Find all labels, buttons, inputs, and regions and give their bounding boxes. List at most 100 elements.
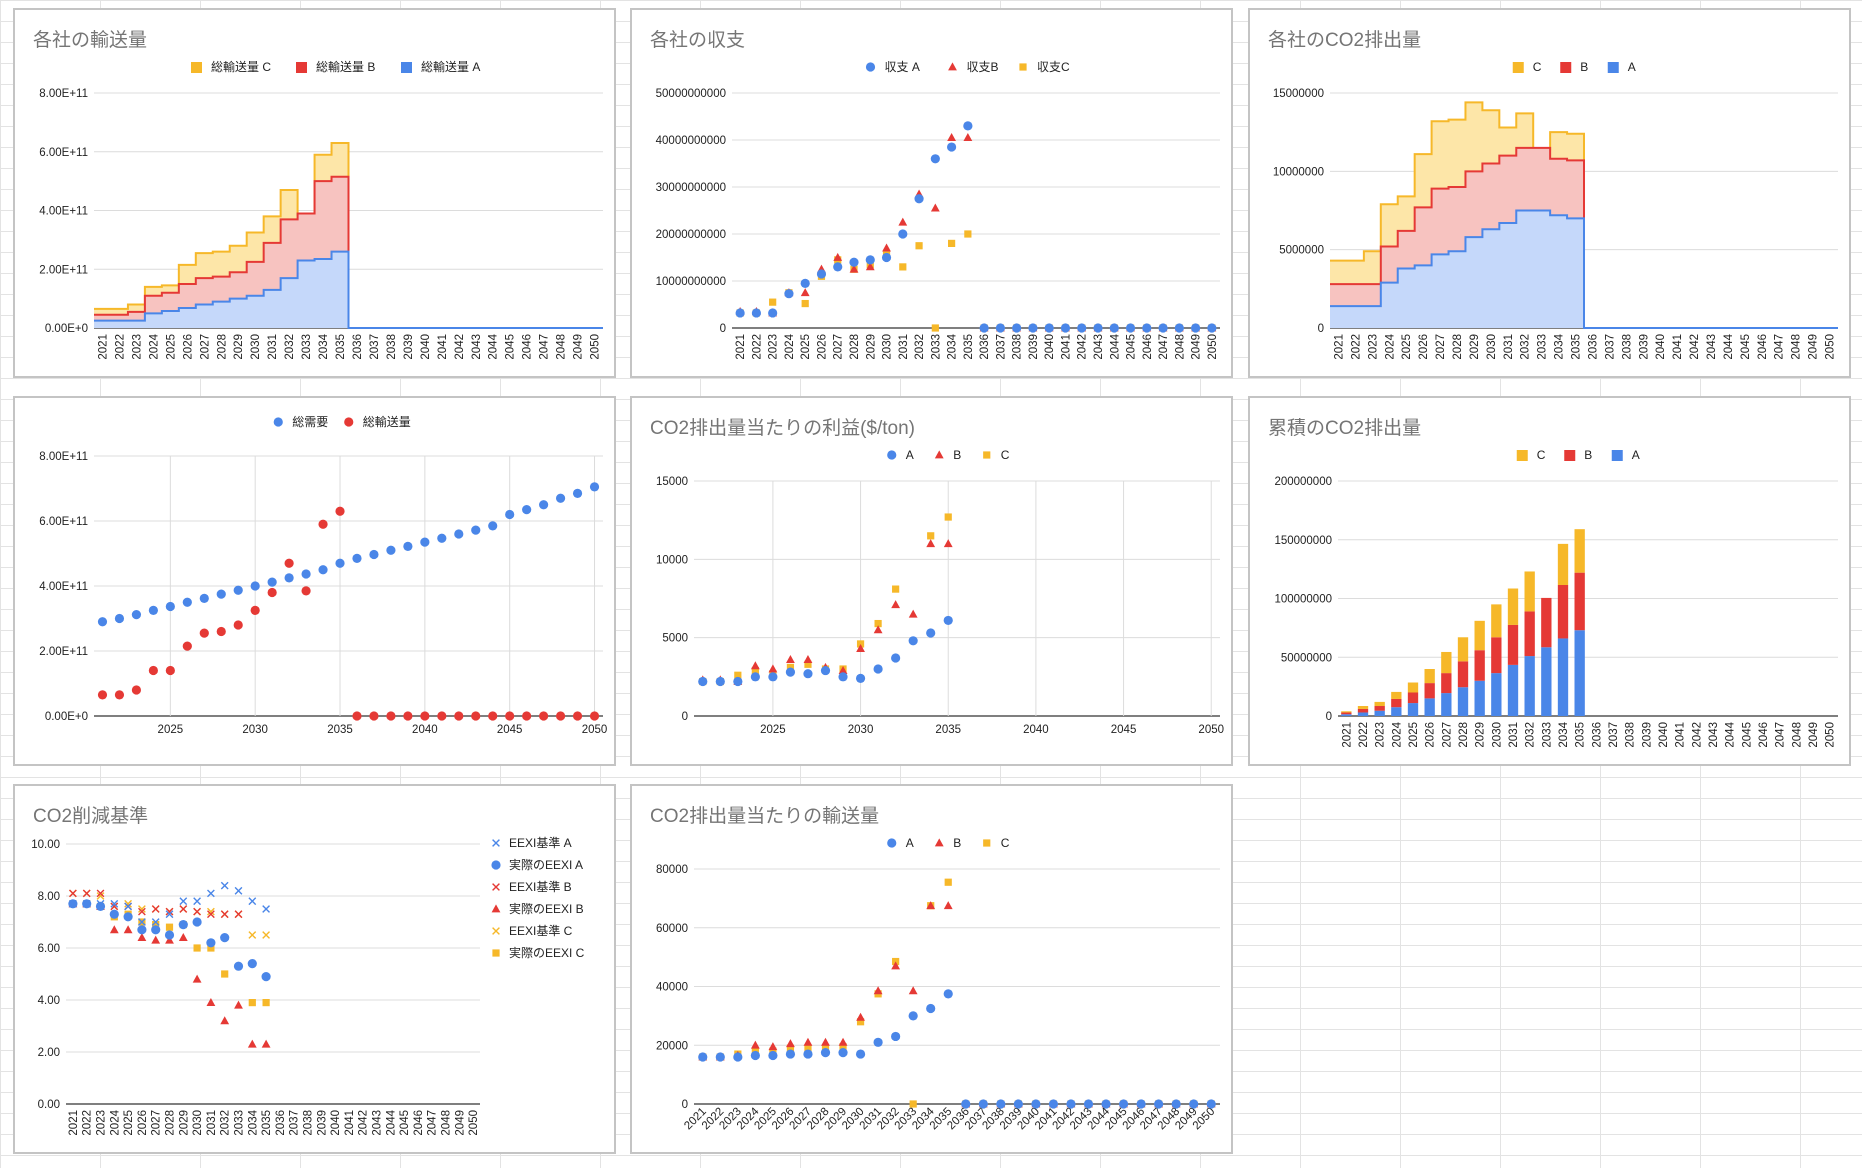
y-tick-label: 4.00E+11	[39, 206, 88, 218]
x-tick-label: 2045	[399, 1110, 411, 1136]
point-A	[1066, 1099, 1076, 1109]
point-A	[751, 308, 761, 318]
chart-co2emission: 各社のCO2排出量 0 5000000 10000000 15000000 2021 202…	[1268, 29, 1838, 360]
point-A	[403, 541, 413, 551]
x-tick-label: 2036	[275, 1110, 287, 1136]
point-B	[750, 661, 760, 670]
legend-marker	[492, 927, 500, 935]
point-B	[926, 539, 936, 548]
point-B	[352, 711, 362, 721]
bar-A	[1341, 714, 1352, 716]
x-tick-label: 2050	[1825, 334, 1837, 360]
point-B	[873, 986, 883, 995]
x-tick-label: 2036	[979, 334, 991, 360]
x-tick-label: 2046	[1757, 334, 1769, 360]
legend-marker	[948, 62, 957, 71]
x-tick-label: 2026	[182, 334, 194, 360]
point-B	[750, 1040, 760, 1049]
y-tick-label: 0.00E+0	[45, 323, 88, 335]
x-tick-label: 2028	[849, 334, 861, 360]
point-B	[216, 626, 226, 637]
y-tick-label: 10.00	[31, 839, 60, 851]
point-A	[785, 1049, 796, 1059]
point-A	[165, 601, 175, 612]
bar-B	[1341, 712, 1352, 715]
x-tick-label: 2040	[420, 334, 432, 360]
point-C	[751, 666, 759, 675]
legend-label: B	[1580, 60, 1588, 74]
x-tick-label: 2029	[1469, 334, 1481, 360]
point-B	[207, 910, 215, 919]
x-tick-label: 2043	[1706, 334, 1718, 360]
point-A	[1093, 323, 1103, 333]
point-A	[1028, 323, 1038, 333]
legend-label: EEXI基準 C	[509, 923, 573, 938]
chart-title: 各社の輸送量	[33, 29, 147, 51]
point-C	[769, 298, 777, 306]
point-A	[1125, 323, 1136, 333]
point-B	[838, 1037, 848, 1046]
point-B	[199, 628, 209, 638]
point-A	[750, 1050, 760, 1061]
x-tick-label: 2040	[330, 1110, 342, 1136]
point-A	[1136, 1099, 1146, 1109]
point-B	[821, 1037, 830, 1046]
x-tick-label: 2024	[109, 1109, 121, 1135]
point-A	[123, 912, 133, 922]
y-tick-label: 0	[720, 323, 726, 335]
point-A	[908, 636, 918, 646]
point-A	[284, 573, 294, 583]
point-A	[193, 897, 201, 906]
legend-label: 総輸送量 C	[211, 59, 271, 74]
x-tick-label: 2048	[441, 1110, 453, 1136]
point-A	[891, 1031, 901, 1042]
point-C	[944, 513, 952, 521]
y-tick-label: 8.00E+11	[39, 88, 88, 100]
point-B	[220, 1016, 230, 1025]
x-tick-label: 2045	[1126, 334, 1138, 360]
x-tick-label: 2044	[385, 1109, 397, 1135]
x-tick-label: 2037	[1604, 334, 1616, 360]
x-tick-label: 2039	[1641, 722, 1653, 748]
x-tick-label: 2038	[1621, 334, 1633, 360]
chart-title: 各社のCO2排出量	[1268, 29, 1421, 51]
x-tick-label: 2045	[1741, 722, 1753, 748]
legend-label: EEXI基準 A	[509, 835, 572, 850]
point-A	[943, 989, 953, 999]
point-A	[165, 910, 174, 919]
x-tick-label: 2040	[1023, 724, 1049, 736]
point-C	[931, 324, 939, 332]
x-tick-label: 2028	[216, 334, 228, 360]
chart-panel-transportPerCo2: CO2排出量当たりの輸送量 0 20000 40000 60000 80000 2021 20…	[630, 784, 1233, 1154]
point-A	[233, 585, 243, 595]
point-A	[733, 676, 743, 687]
x-tick-label: 2049	[454, 1110, 466, 1136]
point-B	[800, 288, 810, 297]
x-tick-label: 2033	[1537, 334, 1549, 360]
point-C	[734, 671, 742, 679]
bar-A	[1457, 687, 1469, 716]
chart-transportPerCo2: CO2排出量当たりの輸送量020000400006000080000202120…	[650, 805, 1220, 1132]
bar-A	[1357, 712, 1369, 716]
point-A	[1044, 323, 1054, 333]
point-B	[261, 1039, 271, 1048]
legend-marker	[492, 949, 500, 957]
point-A	[148, 605, 158, 615]
x-tick-label: 2021	[68, 1110, 80, 1136]
point-B	[178, 933, 188, 941]
x-tick-label: 2024	[148, 333, 160, 359]
chart-panel-co2emission: 各社のCO2排出量 0 5000000 10000000 15000000 2021 202…	[1248, 8, 1851, 378]
x-tick-label: 2026	[816, 334, 828, 360]
x-tick-label: 2047	[1775, 722, 1787, 748]
x-tick-label: 2047	[1158, 334, 1170, 360]
x-tick-label: 2033	[930, 334, 942, 360]
point-C	[248, 931, 257, 939]
x-tick-label: 2029	[233, 334, 245, 360]
point-B	[786, 1039, 795, 1048]
x-tick-label: 2040	[412, 724, 438, 736]
point-C	[944, 878, 952, 886]
x-tick-label: 2037	[1608, 722, 1620, 748]
legend-label: B	[953, 836, 961, 850]
x-tick-label: 2047	[539, 334, 551, 360]
point-A	[1083, 1099, 1094, 1109]
